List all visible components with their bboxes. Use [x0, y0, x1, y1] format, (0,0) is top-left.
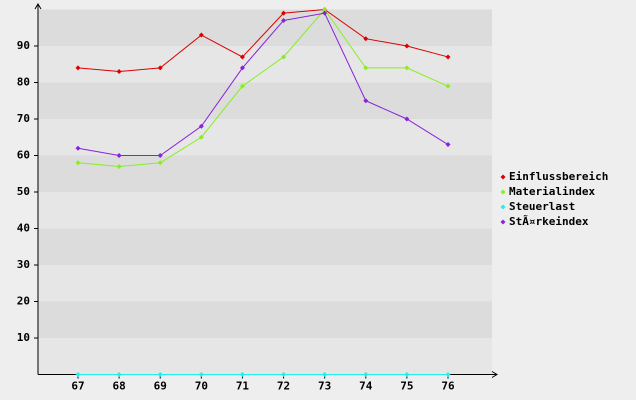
y-axis-arrow [34, 3, 42, 10]
y-tick-label: 40 [17, 222, 30, 235]
data-point [157, 160, 163, 166]
x-tick-label: 74 [359, 380, 373, 393]
x-tick-label: 70 [195, 380, 208, 393]
data-point [116, 69, 122, 75]
plot-band [38, 338, 492, 375]
data-point [322, 372, 328, 377]
data-point [198, 32, 204, 38]
plot-band [38, 9, 492, 46]
x-tick-label: 67 [71, 380, 84, 393]
plot-band [38, 301, 492, 338]
data-point [322, 10, 328, 16]
data-point [116, 163, 122, 169]
x-axis-arrow [491, 371, 498, 378]
legend-label: StÃ¤rkeindex [509, 215, 589, 228]
legend-marker [500, 219, 506, 225]
y-tick-label: 70 [17, 112, 30, 125]
x-tick-label: 73 [318, 380, 331, 393]
legend-marker [500, 174, 506, 180]
data-point [445, 83, 451, 89]
x-tick-label: 75 [400, 380, 413, 393]
data-point [239, 54, 245, 60]
data-point [445, 142, 451, 148]
data-point [116, 372, 122, 377]
data-point [239, 65, 245, 71]
data-point [75, 372, 81, 377]
data-point [404, 372, 410, 377]
plot-band [38, 228, 492, 265]
y-tick-label: 90 [17, 39, 30, 52]
data-point [363, 372, 369, 377]
y-tick-label: 60 [17, 149, 30, 162]
legend-marker [500, 204, 506, 210]
x-tick-label: 72 [277, 380, 290, 393]
data-point [281, 372, 287, 377]
data-point [281, 10, 287, 16]
data-point [281, 17, 287, 23]
data-point [445, 372, 451, 377]
series-line [77, 8, 449, 167]
plot-band [38, 46, 492, 83]
plot-band [38, 265, 492, 302]
data-point [322, 7, 328, 12]
y-tick-label: 30 [17, 258, 30, 271]
y-tick-label: 10 [17, 331, 30, 344]
data-point [239, 83, 245, 89]
data-point [363, 65, 369, 71]
series-line [77, 8, 449, 73]
data-point [157, 153, 163, 158]
data-point [445, 54, 451, 60]
x-tick-label: 69 [154, 380, 167, 393]
data-point [157, 372, 163, 377]
y-tick-label: 20 [17, 295, 30, 308]
legend-label: Materialindex [509, 185, 595, 198]
data-point [75, 160, 81, 166]
plot-band [38, 119, 492, 156]
data-point [363, 36, 369, 42]
data-point [75, 65, 81, 71]
data-point [157, 65, 163, 71]
data-point [404, 116, 410, 122]
x-tick-label: 76 [441, 380, 455, 393]
legend-label: Steuerlast [509, 200, 575, 213]
data-point [198, 123, 204, 129]
x-tick-label: 71 [236, 380, 250, 393]
y-tick-label: 80 [17, 76, 30, 89]
data-point [75, 145, 81, 151]
legend-label: Einflussbereich [509, 170, 608, 183]
plot-band [38, 192, 492, 229]
data-point [404, 65, 410, 71]
x-tick-label: 68 [112, 380, 125, 393]
data-point [239, 372, 245, 377]
data-point [363, 98, 369, 104]
y-tick-label: 50 [17, 185, 30, 198]
plot-band [38, 82, 492, 119]
data-point [116, 153, 122, 158]
data-point [281, 54, 287, 60]
data-point [404, 43, 410, 49]
data-point [198, 134, 204, 140]
data-point [198, 372, 204, 377]
legend-marker [500, 189, 506, 195]
plot-band [38, 155, 492, 192]
series-line [77, 12, 449, 156]
